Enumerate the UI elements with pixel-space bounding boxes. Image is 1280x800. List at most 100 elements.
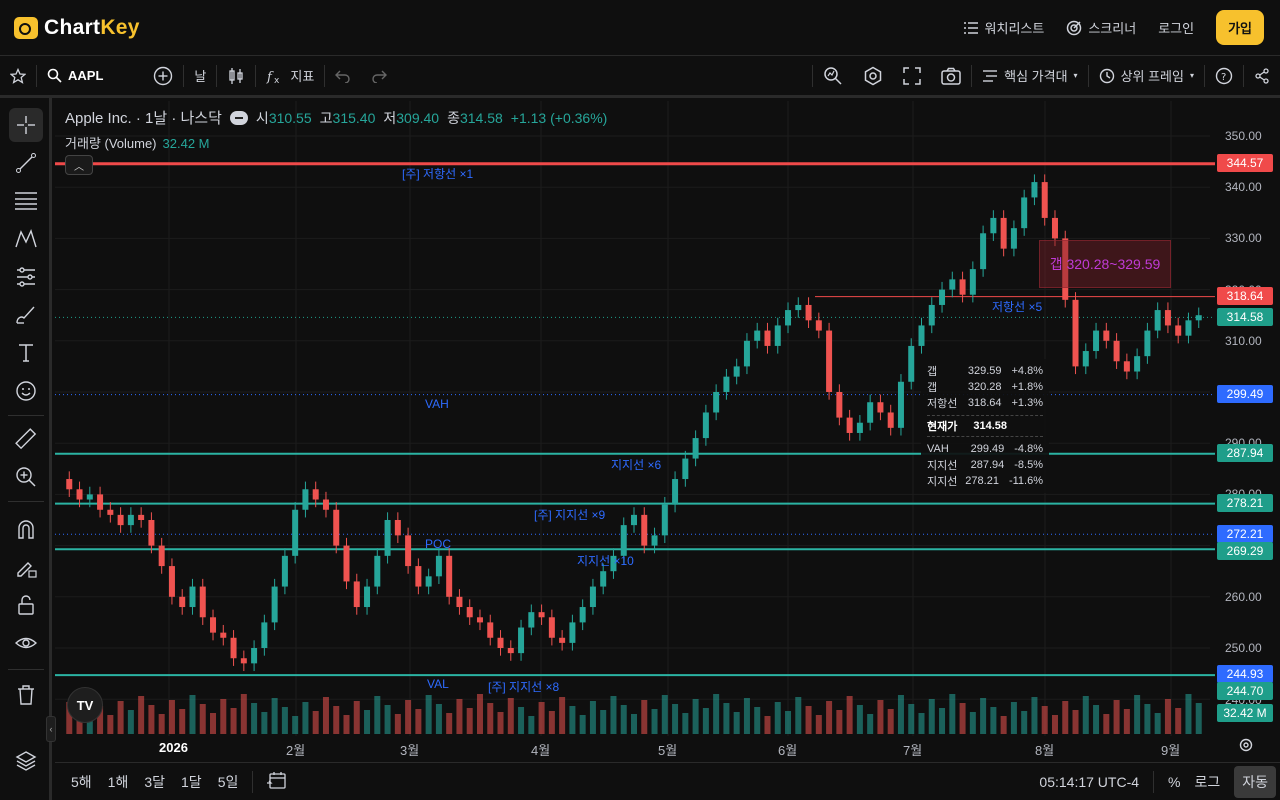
axis-settings-button[interactable] [1238, 737, 1254, 758]
goto-date-button[interactable] [259, 771, 295, 792]
candle-body [610, 555, 617, 572]
visibility-icon[interactable] [229, 110, 248, 125]
redo-button[interactable] [361, 56, 397, 95]
vah-label: VAH [425, 397, 449, 411]
volume-bar [168, 700, 175, 734]
undo-button[interactable] [325, 56, 361, 95]
watchlist-link[interactable]: 워치리스트 [963, 18, 1044, 37]
range-5d-button[interactable]: 5일 [217, 773, 239, 790]
list-icon [963, 21, 978, 34]
candle-body [271, 586, 278, 623]
volume-bar [456, 699, 463, 734]
range-1m-button[interactable]: 1달 [181, 773, 202, 790]
volume-bar [969, 712, 976, 734]
candle-body [446, 555, 453, 597]
candle-body [836, 392, 843, 418]
collapse-legend-button[interactable]: ︿ [65, 155, 93, 175]
range-1y-button[interactable]: 1해 [107, 773, 129, 790]
pattern-tool[interactable] [9, 222, 43, 256]
snapshot-button[interactable] [931, 56, 971, 95]
emoji-tool[interactable] [9, 374, 43, 408]
volume-bar [240, 694, 247, 734]
volume-bar [1041, 706, 1048, 734]
crosshair-tool[interactable] [9, 108, 43, 142]
clock-display[interactable]: 05:14:17 UTC-4 [1039, 773, 1140, 790]
tradingview-logo[interactable]: TV [67, 687, 103, 723]
toolbar-divider [1204, 64, 1205, 87]
candle-body [528, 612, 535, 628]
volume-bar [189, 695, 196, 734]
candle-body [990, 217, 997, 234]
magnet-tool[interactable] [9, 512, 43, 546]
magnet-icon [18, 520, 34, 539]
fullscreen-button[interactable] [893, 56, 931, 95]
candle-body [292, 509, 299, 556]
share-button[interactable] [1244, 56, 1280, 95]
symbol-search[interactable]: AAPL [37, 56, 143, 95]
current-price-row: 현재가 314.58 [927, 415, 1043, 437]
text-tool[interactable] [9, 336, 43, 370]
sidebar-collapse-handle[interactable]: ‹ [46, 716, 56, 742]
measure-tool[interactable] [9, 422, 43, 456]
analysis-button[interactable] [813, 56, 853, 95]
volume-bar [251, 703, 258, 734]
fib-tool[interactable] [9, 184, 43, 218]
close-label: 종 [447, 109, 460, 126]
higher-frame-button[interactable]: 상위 프레임 ▾ [1089, 56, 1204, 95]
volume-bar [528, 716, 535, 734]
volume-bar [127, 710, 134, 734]
auto-scale-button[interactable]: 자동 [1234, 765, 1276, 798]
price-axis-label: 310.00 [1225, 334, 1262, 348]
candle-body [168, 566, 175, 597]
trend-line-tool[interactable] [9, 146, 43, 180]
range-3m-button[interactable]: 3달 [144, 773, 166, 790]
delete-tool[interactable] [9, 678, 43, 712]
candle-body [867, 402, 874, 423]
candle-body [1175, 325, 1182, 336]
logo[interactable]: ChartKey [14, 16, 140, 40]
candle-body [908, 345, 915, 382]
tool-divider [8, 501, 44, 502]
candle-body [1082, 351, 1089, 367]
volume-bar [651, 709, 658, 734]
redo-icon [372, 70, 388, 83]
volume-bar [1093, 705, 1100, 734]
login-link[interactable]: 로그인 [1158, 18, 1194, 37]
vah-price-tag: 299.49 [1217, 385, 1273, 403]
share-icon [1255, 67, 1269, 84]
favorite-button[interactable] [0, 56, 36, 95]
chart-type-button[interactable] [217, 56, 255, 95]
log-scale-button[interactable]: 로그 [1194, 773, 1221, 790]
forecast-tool[interactable] [9, 260, 43, 294]
candle-body [333, 509, 340, 546]
candle-body [877, 402, 884, 413]
volume-bar [405, 700, 412, 734]
help-button[interactable]: ? [1205, 56, 1243, 95]
volume-bar [1021, 711, 1028, 734]
price-chart[interactable]: Apple Inc. · 1날 · 나스닥 시310.55 고315.40 저3… [55, 101, 1280, 765]
key-price-zone-button[interactable]: 핵심 가격대 ▾ [972, 56, 1087, 95]
screener-link[interactable]: 스크리너 [1066, 18, 1136, 37]
interval-button[interactable]: 날 [184, 56, 216, 95]
zoom-tool[interactable] [9, 460, 43, 494]
candle-body [86, 494, 93, 500]
lock-drawing-tool[interactable] [9, 550, 43, 584]
volume-bar [394, 714, 401, 734]
lock-all-tool[interactable] [9, 588, 43, 622]
brush-tool[interactable] [9, 298, 43, 332]
signup-button[interactable]: 가입 [1216, 10, 1264, 45]
drawing-toolbar [0, 98, 52, 800]
candle-body [641, 514, 648, 546]
volume-bar [435, 704, 442, 734]
compare-button[interactable] [143, 56, 183, 95]
range-5y-button[interactable]: 5해 [71, 773, 92, 790]
object-tree-tool[interactable] [9, 744, 43, 778]
volume-bar [1000, 716, 1007, 734]
radar-icon [1067, 20, 1082, 35]
percent-scale-button[interactable]: % [1168, 773, 1181, 790]
hide-tool[interactable] [9, 626, 43, 660]
candle-body [815, 320, 822, 331]
candle-body [1031, 182, 1038, 198]
settings-button[interactable] [853, 56, 893, 95]
